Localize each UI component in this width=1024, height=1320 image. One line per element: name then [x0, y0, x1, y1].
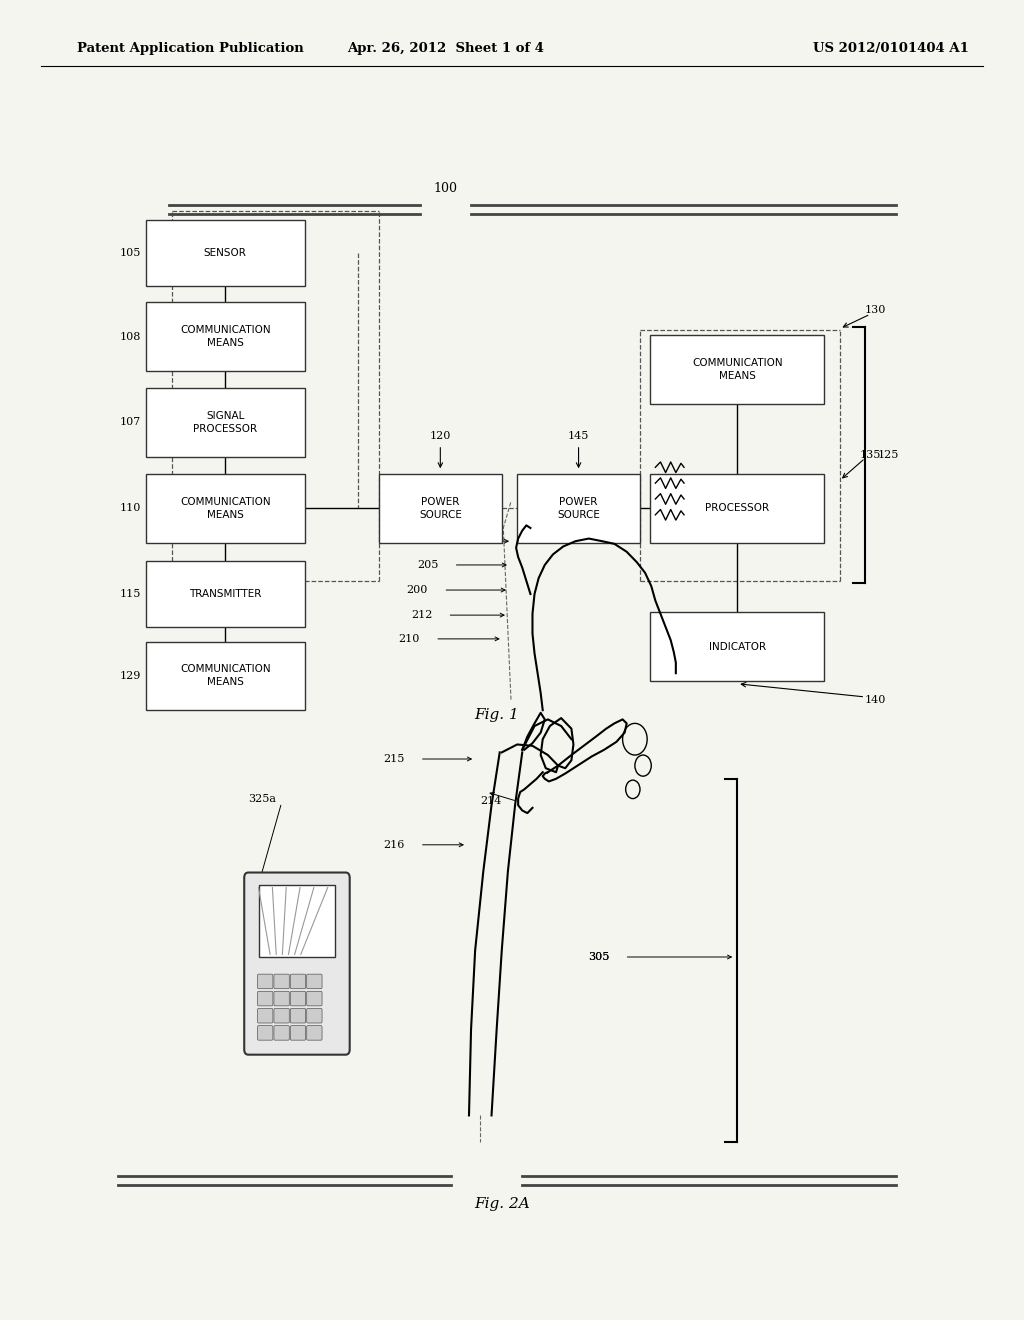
Text: 108: 108: [120, 331, 141, 342]
FancyBboxPatch shape: [307, 974, 322, 989]
Text: 205: 205: [417, 560, 438, 570]
FancyBboxPatch shape: [307, 1008, 322, 1023]
Text: 305: 305: [588, 952, 609, 962]
Text: Apr. 26, 2012  Sheet 1 of 4: Apr. 26, 2012 Sheet 1 of 4: [347, 42, 544, 54]
Text: 100: 100: [433, 182, 458, 195]
Text: 200: 200: [407, 585, 428, 595]
Bar: [146, 302, 305, 371]
Bar: [146, 561, 305, 627]
Text: 210: 210: [398, 634, 420, 644]
Bar: [258, 884, 336, 957]
Text: Fig. 1: Fig. 1: [474, 709, 519, 722]
Text: US 2012/0101404 A1: US 2012/0101404 A1: [813, 42, 969, 54]
FancyBboxPatch shape: [307, 991, 322, 1006]
FancyBboxPatch shape: [244, 873, 350, 1055]
Text: 325a: 325a: [249, 793, 276, 804]
Bar: [517, 474, 640, 543]
Text: COMMUNICATION
MEANS: COMMUNICATION MEANS: [692, 358, 782, 381]
Text: 216: 216: [383, 840, 404, 850]
FancyBboxPatch shape: [274, 1008, 290, 1023]
FancyBboxPatch shape: [258, 974, 272, 989]
Bar: [379, 474, 502, 543]
Text: 135: 135: [860, 450, 881, 461]
Text: 130: 130: [865, 305, 886, 315]
FancyBboxPatch shape: [291, 1026, 305, 1040]
Bar: [650, 612, 824, 681]
Text: 140: 140: [865, 694, 886, 705]
Text: 120: 120: [430, 430, 451, 441]
Text: COMMUNICATION
MEANS: COMMUNICATION MEANS: [180, 496, 270, 520]
Text: INDICATOR: INDICATOR: [709, 642, 766, 652]
FancyBboxPatch shape: [274, 991, 290, 1006]
Text: COMMUNICATION
MEANS: COMMUNICATION MEANS: [180, 325, 270, 348]
Text: SENSOR: SENSOR: [204, 248, 247, 259]
Text: POWER
SOURCE: POWER SOURCE: [557, 496, 600, 520]
FancyBboxPatch shape: [307, 1026, 322, 1040]
Bar: [146, 474, 305, 543]
Text: 105: 105: [120, 248, 141, 259]
FancyBboxPatch shape: [258, 1008, 272, 1023]
Bar: [146, 388, 305, 457]
Text: 212: 212: [411, 610, 432, 620]
Bar: [146, 220, 305, 286]
Text: 125: 125: [878, 450, 899, 461]
FancyBboxPatch shape: [258, 991, 272, 1006]
Text: POWER
SOURCE: POWER SOURCE: [419, 496, 462, 520]
FancyBboxPatch shape: [291, 1008, 305, 1023]
Text: Fig. 2A: Fig. 2A: [474, 1197, 529, 1210]
Text: 215: 215: [383, 754, 404, 764]
FancyBboxPatch shape: [274, 1026, 290, 1040]
Text: 145: 145: [568, 430, 589, 441]
Text: PROCESSOR: PROCESSOR: [706, 503, 769, 513]
FancyBboxPatch shape: [258, 1026, 272, 1040]
Text: 206: 206: [427, 536, 449, 546]
Text: 305: 305: [588, 952, 609, 962]
Text: 214: 214: [480, 796, 502, 807]
FancyBboxPatch shape: [274, 974, 290, 989]
Text: 115: 115: [120, 589, 141, 599]
Text: Patent Application Publication: Patent Application Publication: [77, 42, 303, 54]
Text: TRANSMITTER: TRANSMITTER: [189, 589, 261, 599]
Text: 110: 110: [120, 503, 141, 513]
Text: SIGNAL
PROCESSOR: SIGNAL PROCESSOR: [194, 411, 257, 434]
Text: 107: 107: [120, 417, 141, 428]
FancyBboxPatch shape: [291, 974, 305, 989]
Bar: [146, 642, 305, 710]
FancyBboxPatch shape: [291, 991, 305, 1006]
Bar: [650, 474, 824, 543]
Text: COMMUNICATION
MEANS: COMMUNICATION MEANS: [180, 664, 270, 688]
Text: 129: 129: [120, 671, 141, 681]
Bar: [650, 335, 824, 404]
